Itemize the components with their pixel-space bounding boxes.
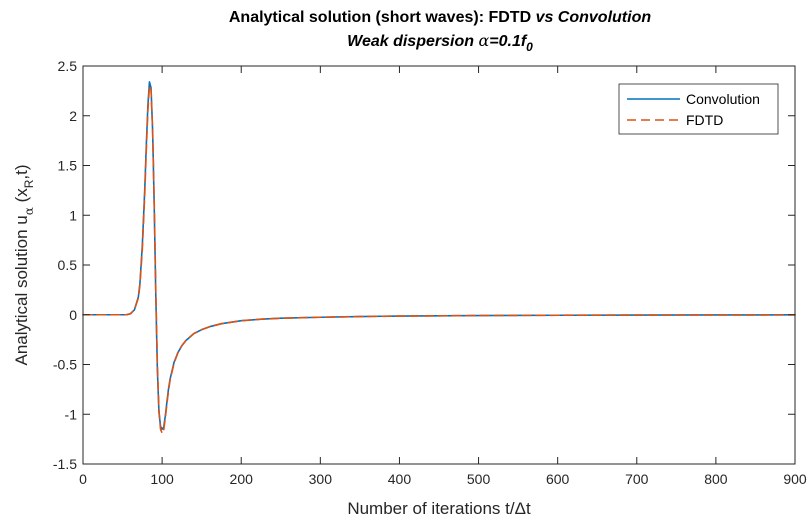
y-tick-label: 1	[69, 207, 77, 223]
chart-title-line1: Analytical solution (short waves): FDTD …	[229, 9, 651, 26]
y-tick-label: -1.5	[53, 456, 77, 472]
plot-box	[82, 65, 796, 465]
y-tick-label: 1.5	[58, 158, 78, 174]
x-tick-label: 200	[230, 471, 254, 487]
legend-box	[618, 83, 779, 135]
x-tick-label: 100	[150, 471, 174, 487]
y-tick-label: -1	[65, 406, 78, 422]
x-axis-label: Number of iterations t/Δt	[347, 499, 531, 518]
y-tick-label: 0.5	[58, 257, 78, 273]
legend-label-convolution: Convolution	[686, 91, 760, 107]
y-tick-label: 0	[69, 307, 77, 323]
legend: Convolution FDTD	[618, 83, 779, 135]
y-tick-label: 2.5	[58, 58, 78, 74]
y-tick-label: 2	[69, 108, 77, 124]
y-axis-label: Analytical solution uα (xR,t)	[12, 164, 36, 365]
x-tick-label: 500	[467, 471, 491, 487]
series-layer	[82, 81, 796, 434]
chart-title-line2: Weak dispersion α=0.1f0	[347, 31, 533, 54]
x-tick-label: 400	[388, 471, 412, 487]
x-tick-label: 0	[79, 471, 87, 487]
x-tick-label: 800	[704, 471, 728, 487]
series-line-fdtd	[82, 85, 796, 434]
x-tick-label: 700	[625, 471, 649, 487]
x-tick-label: 600	[546, 471, 570, 487]
x-tick-label: 900	[783, 471, 807, 487]
ticks-layer: 0 100 200 300 400 500 600 700 800 900 -1.5 -1 -0.5 0 0…	[53, 58, 807, 487]
y-tick-label: -0.5	[53, 357, 77, 373]
x-tick-label: 300	[309, 471, 333, 487]
legend-label-fdtd: FDTD	[686, 112, 723, 128]
